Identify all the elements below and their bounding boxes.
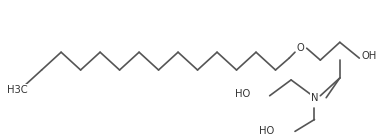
Text: N: N [311, 93, 318, 103]
Text: O: O [297, 43, 305, 53]
Text: HO: HO [259, 126, 274, 136]
Text: H3C: H3C [6, 85, 27, 95]
Text: OH: OH [361, 51, 376, 61]
Text: HO: HO [235, 89, 250, 99]
